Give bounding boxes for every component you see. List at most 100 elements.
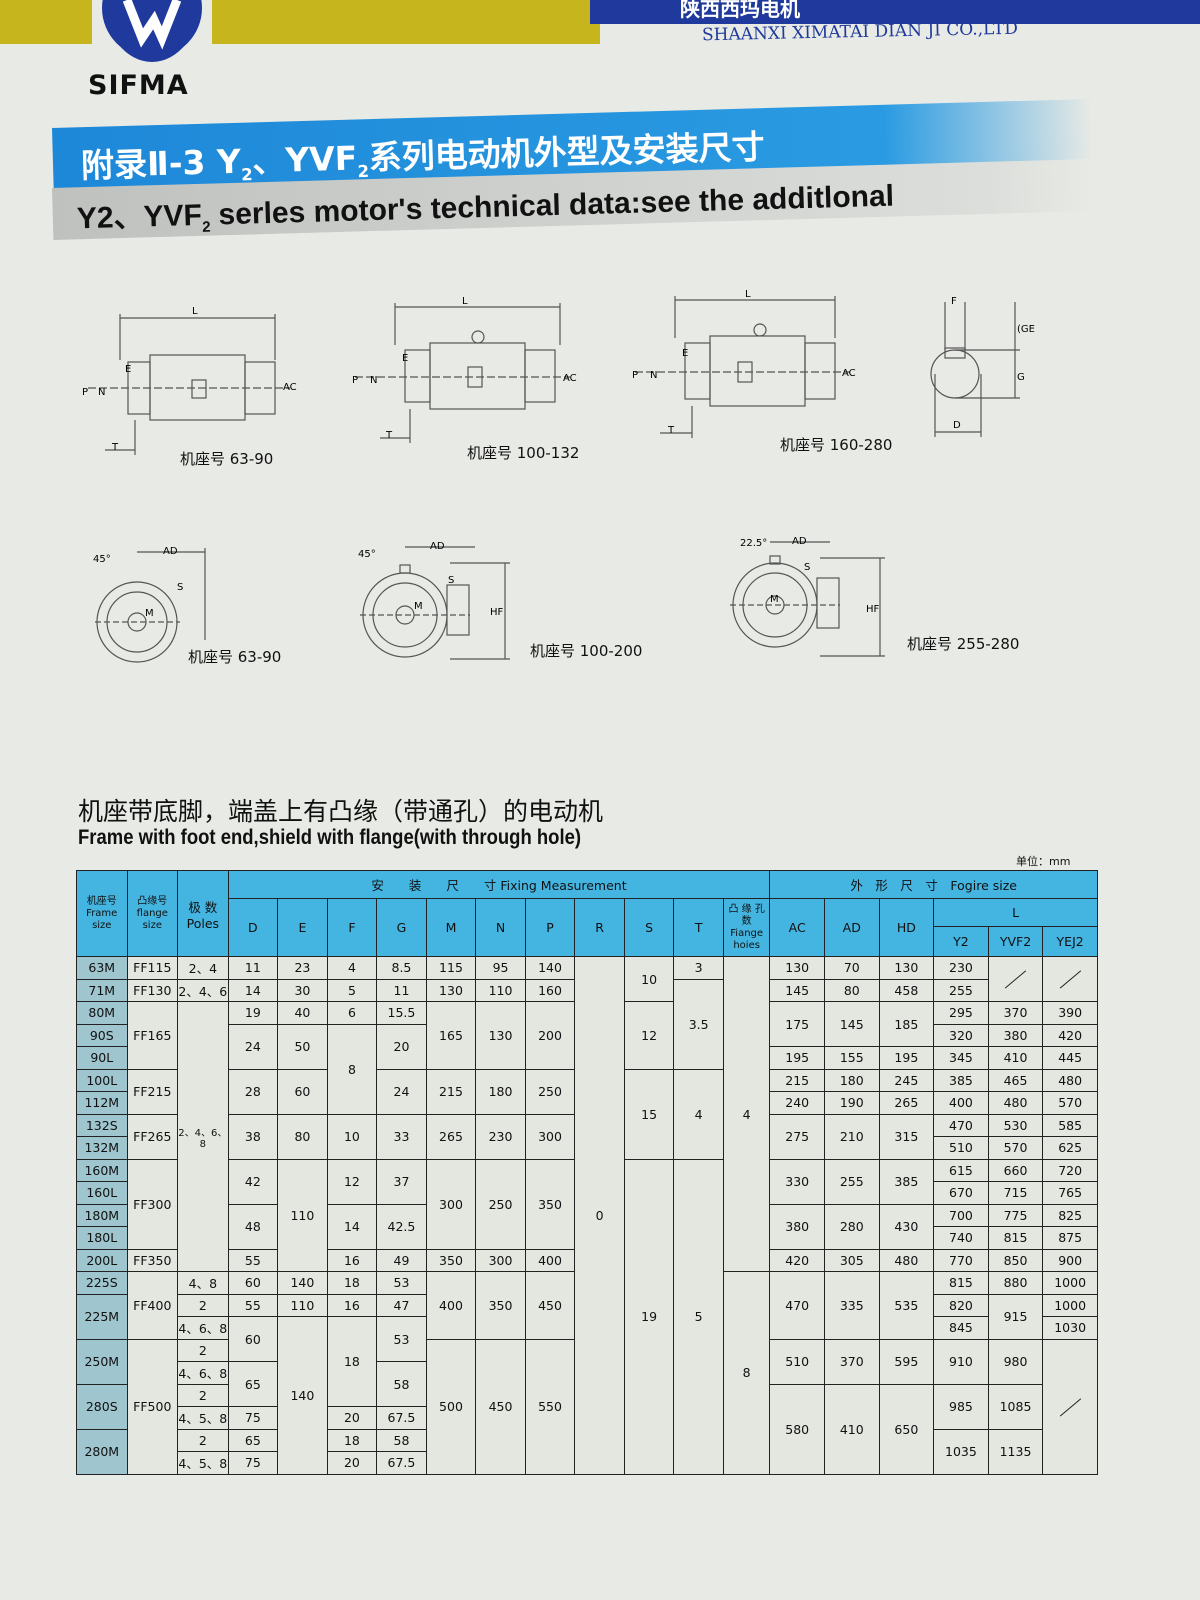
cell-ad: 210: [823, 1113, 880, 1160]
cell-y2: 400: [933, 1091, 989, 1115]
cell-d: 38: [227, 1113, 279, 1160]
cell-y2: 700: [933, 1203, 989, 1227]
cell-ac: 130: [769, 956, 825, 980]
cell-poles: 2: [177, 1428, 229, 1452]
header-text: 凸缘号: [137, 895, 168, 907]
cell-ac: 380: [769, 1203, 825, 1250]
label-E: E: [125, 364, 131, 375]
cell-yej2: 1000: [1042, 1271, 1098, 1295]
table-row: 80M FF165 2、4、6、8 19 40 6 15.5 165 130 200 12 175 14…: [76, 1001, 1098, 1272]
cell-yej2: 420: [1042, 1023, 1098, 1047]
cell-p: 160: [524, 978, 576, 1002]
title-part: 、YVF: [251, 138, 358, 181]
cell-y2: 230: [933, 956, 989, 980]
cell-hd: 430: [878, 1203, 935, 1250]
cell-y2: 255: [933, 978, 989, 1002]
header-flange-holes: 凸 缘 孔 数 Fiange hoies: [722, 898, 771, 957]
cell-yvf2: 980: [987, 1338, 1044, 1385]
cell-f: 18: [326, 1271, 378, 1295]
header-AD: AD: [823, 898, 880, 957]
cell-frame: 200L: [76, 1248, 128, 1272]
side-caption-1: 机座号 63-90: [180, 450, 274, 468]
cell-e: 110: [277, 1293, 328, 1317]
cell-m: 215: [425, 1068, 477, 1115]
cell-m: 115: [425, 956, 477, 980]
cell-g: 42.5: [376, 1203, 427, 1250]
cell-e: 30: [277, 978, 328, 1002]
cell-yej2: 570: [1042, 1091, 1098, 1115]
table-row: 4、6、8 65 58: [77, 1361, 1098, 1407]
cell-flange: FF350: [126, 1248, 179, 1272]
cell-m: 300: [425, 1158, 477, 1250]
cell-p: 350: [524, 1158, 576, 1250]
header-F: F: [326, 898, 378, 957]
cell-frame: 225M: [76, 1293, 128, 1340]
cell-g: 8.5: [376, 956, 427, 980]
cell-ac: 580: [769, 1383, 825, 1475]
cell-f: 18: [326, 1428, 378, 1452]
side-view-drawing-3: L AC P N E T: [632, 289, 856, 438]
label-M: M: [414, 601, 423, 612]
cell-f: 16: [326, 1293, 378, 1317]
cell-y2: 815: [933, 1271, 989, 1295]
cell-poles: 4、6、8: [177, 1316, 229, 1340]
cell-g: 67.5: [376, 1451, 427, 1475]
label-HF: HF: [866, 604, 880, 615]
table-row: 90S 24 50 8 20 320 380 420: [76, 1023, 1098, 1115]
header-text: Frame size: [86, 907, 118, 931]
cell-y2: 615: [933, 1158, 989, 1182]
label-HF: HF: [490, 607, 504, 618]
cell-frame: 132S: [76, 1113, 128, 1137]
header-L: L: [933, 898, 1098, 927]
cell-yvf2: 380: [987, 1023, 1044, 1047]
cell-yej2: 390: [1042, 1001, 1098, 1025]
cell-yej2: 900: [1042, 1248, 1098, 1272]
cell-y2: 740: [933, 1226, 989, 1250]
cell-s: 10: [623, 956, 675, 1002]
table-row: 4、5、8 75 20 67.5: [77, 1406, 1098, 1430]
cell-frame: 63M: [76, 956, 128, 980]
header-fixing: 安 装 尺 寸 Fixing Measurement: [227, 870, 771, 899]
cell-yej2: 1000: [1042, 1293, 1098, 1317]
angle-label: 45°: [93, 554, 111, 565]
cell-f: 20: [326, 1451, 378, 1475]
header-text: Fiange hoies: [730, 927, 764, 951]
cell-holes: 8: [722, 1271, 771, 1475]
subtitle-part: serles motor's technical data:see the ad…: [209, 179, 895, 232]
cell-flange: FF500: [126, 1338, 179, 1475]
cell-flange: FF265: [126, 1113, 179, 1160]
label-P: P: [352, 375, 358, 386]
section-title-cn: 机座带底脚，端盖上有凸缘（带通孔）的电动机: [78, 797, 604, 826]
header-Y2: Y2: [933, 926, 989, 957]
cell-d: 60: [227, 1316, 279, 1362]
cell-hd: 480: [878, 1248, 935, 1272]
table-row: 100L FF215 28 60 24 215 180 250 15 4 215 180 245 385 4…: [76, 1068, 1098, 1160]
brand-name: SIFMA: [88, 70, 189, 101]
cell-d: 19: [227, 1001, 279, 1025]
angle-label: 22.5°: [740, 538, 767, 549]
cell-yej2: [1042, 1338, 1098, 1475]
cell-hd: 458: [878, 978, 935, 1002]
cell-poles: 2: [177, 1383, 229, 1407]
cell-f: 16: [326, 1248, 378, 1272]
cell-frame: 90L: [76, 1046, 128, 1070]
cell-f: 4: [326, 956, 378, 980]
cell-d: 65: [227, 1361, 279, 1407]
cell-y2: 845: [933, 1316, 989, 1340]
table-row: 90L 195 155 195 345 410 445: [76, 1046, 1098, 1070]
cell-e: 140: [277, 1316, 328, 1475]
cell-y2: 470: [933, 1113, 989, 1137]
cell-frame: 180M: [76, 1203, 128, 1227]
cell-yvf2: 915: [987, 1293, 1044, 1340]
cell-ad: 410: [823, 1383, 880, 1475]
cell-yvf2: 815: [987, 1226, 1044, 1250]
label-G: G: [1017, 372, 1025, 383]
label-T: T: [385, 430, 393, 441]
cell-g: 37: [376, 1158, 427, 1205]
cell-d: 42: [227, 1158, 279, 1205]
cell-r: 0: [574, 956, 625, 1475]
header-figure: 外 形 尺 寸 Fogire size: [769, 870, 1098, 899]
cell-hd: 245: [878, 1068, 935, 1092]
cell-m: 350: [425, 1248, 477, 1272]
cell-g: 47: [376, 1293, 427, 1317]
